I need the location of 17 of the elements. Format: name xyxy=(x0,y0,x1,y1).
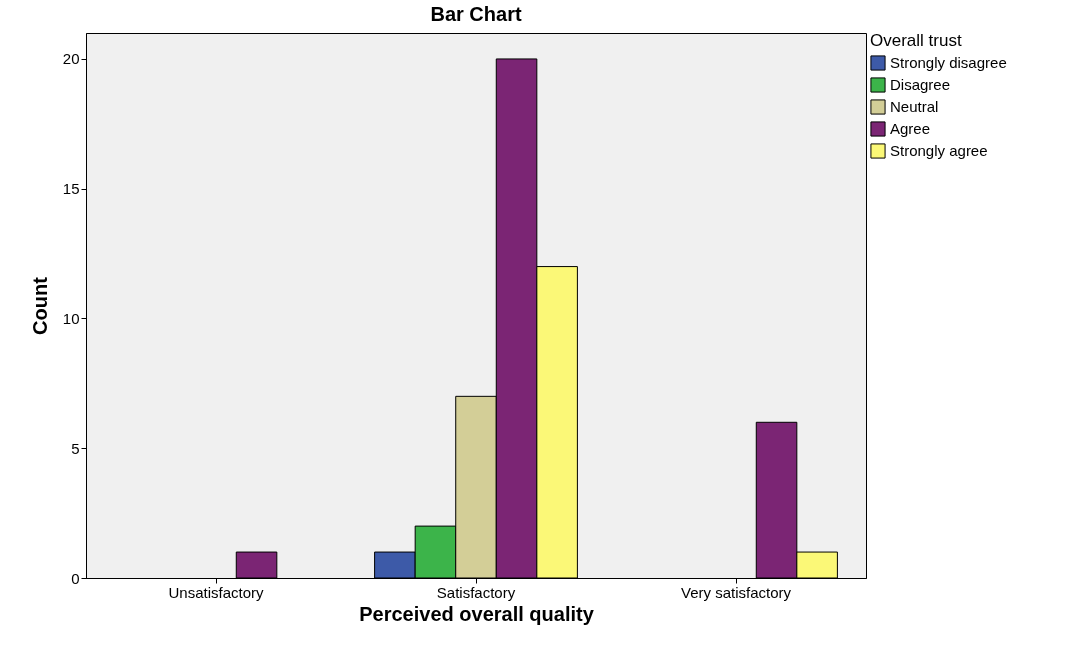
legend-title: Overall trust xyxy=(870,31,962,50)
x-tick-label: Satisfactory xyxy=(436,583,516,601)
legend-label: Agree xyxy=(890,120,931,137)
y-tick-label: 20 xyxy=(62,50,80,68)
y-tick-label: 0 xyxy=(71,569,80,587)
x-axis-title: Perceived overall quality xyxy=(359,602,595,625)
legend-label: Strongly disagree xyxy=(890,54,1007,71)
x-tick-label: Very satisfactory xyxy=(680,583,792,601)
y-axis-title: Count xyxy=(28,276,51,335)
legend-label: Neutral xyxy=(890,98,939,115)
legend-label: Disagree xyxy=(890,76,951,93)
y-tick-label: 15 xyxy=(62,180,80,198)
x-tick-label: Unsatisfactory xyxy=(168,583,265,601)
y-tick-label: 10 xyxy=(62,309,80,327)
y-tick-label: 5 xyxy=(71,439,80,457)
legend-label: Strongly agree xyxy=(890,142,988,159)
chart-title: Bar Chart xyxy=(430,3,522,25)
